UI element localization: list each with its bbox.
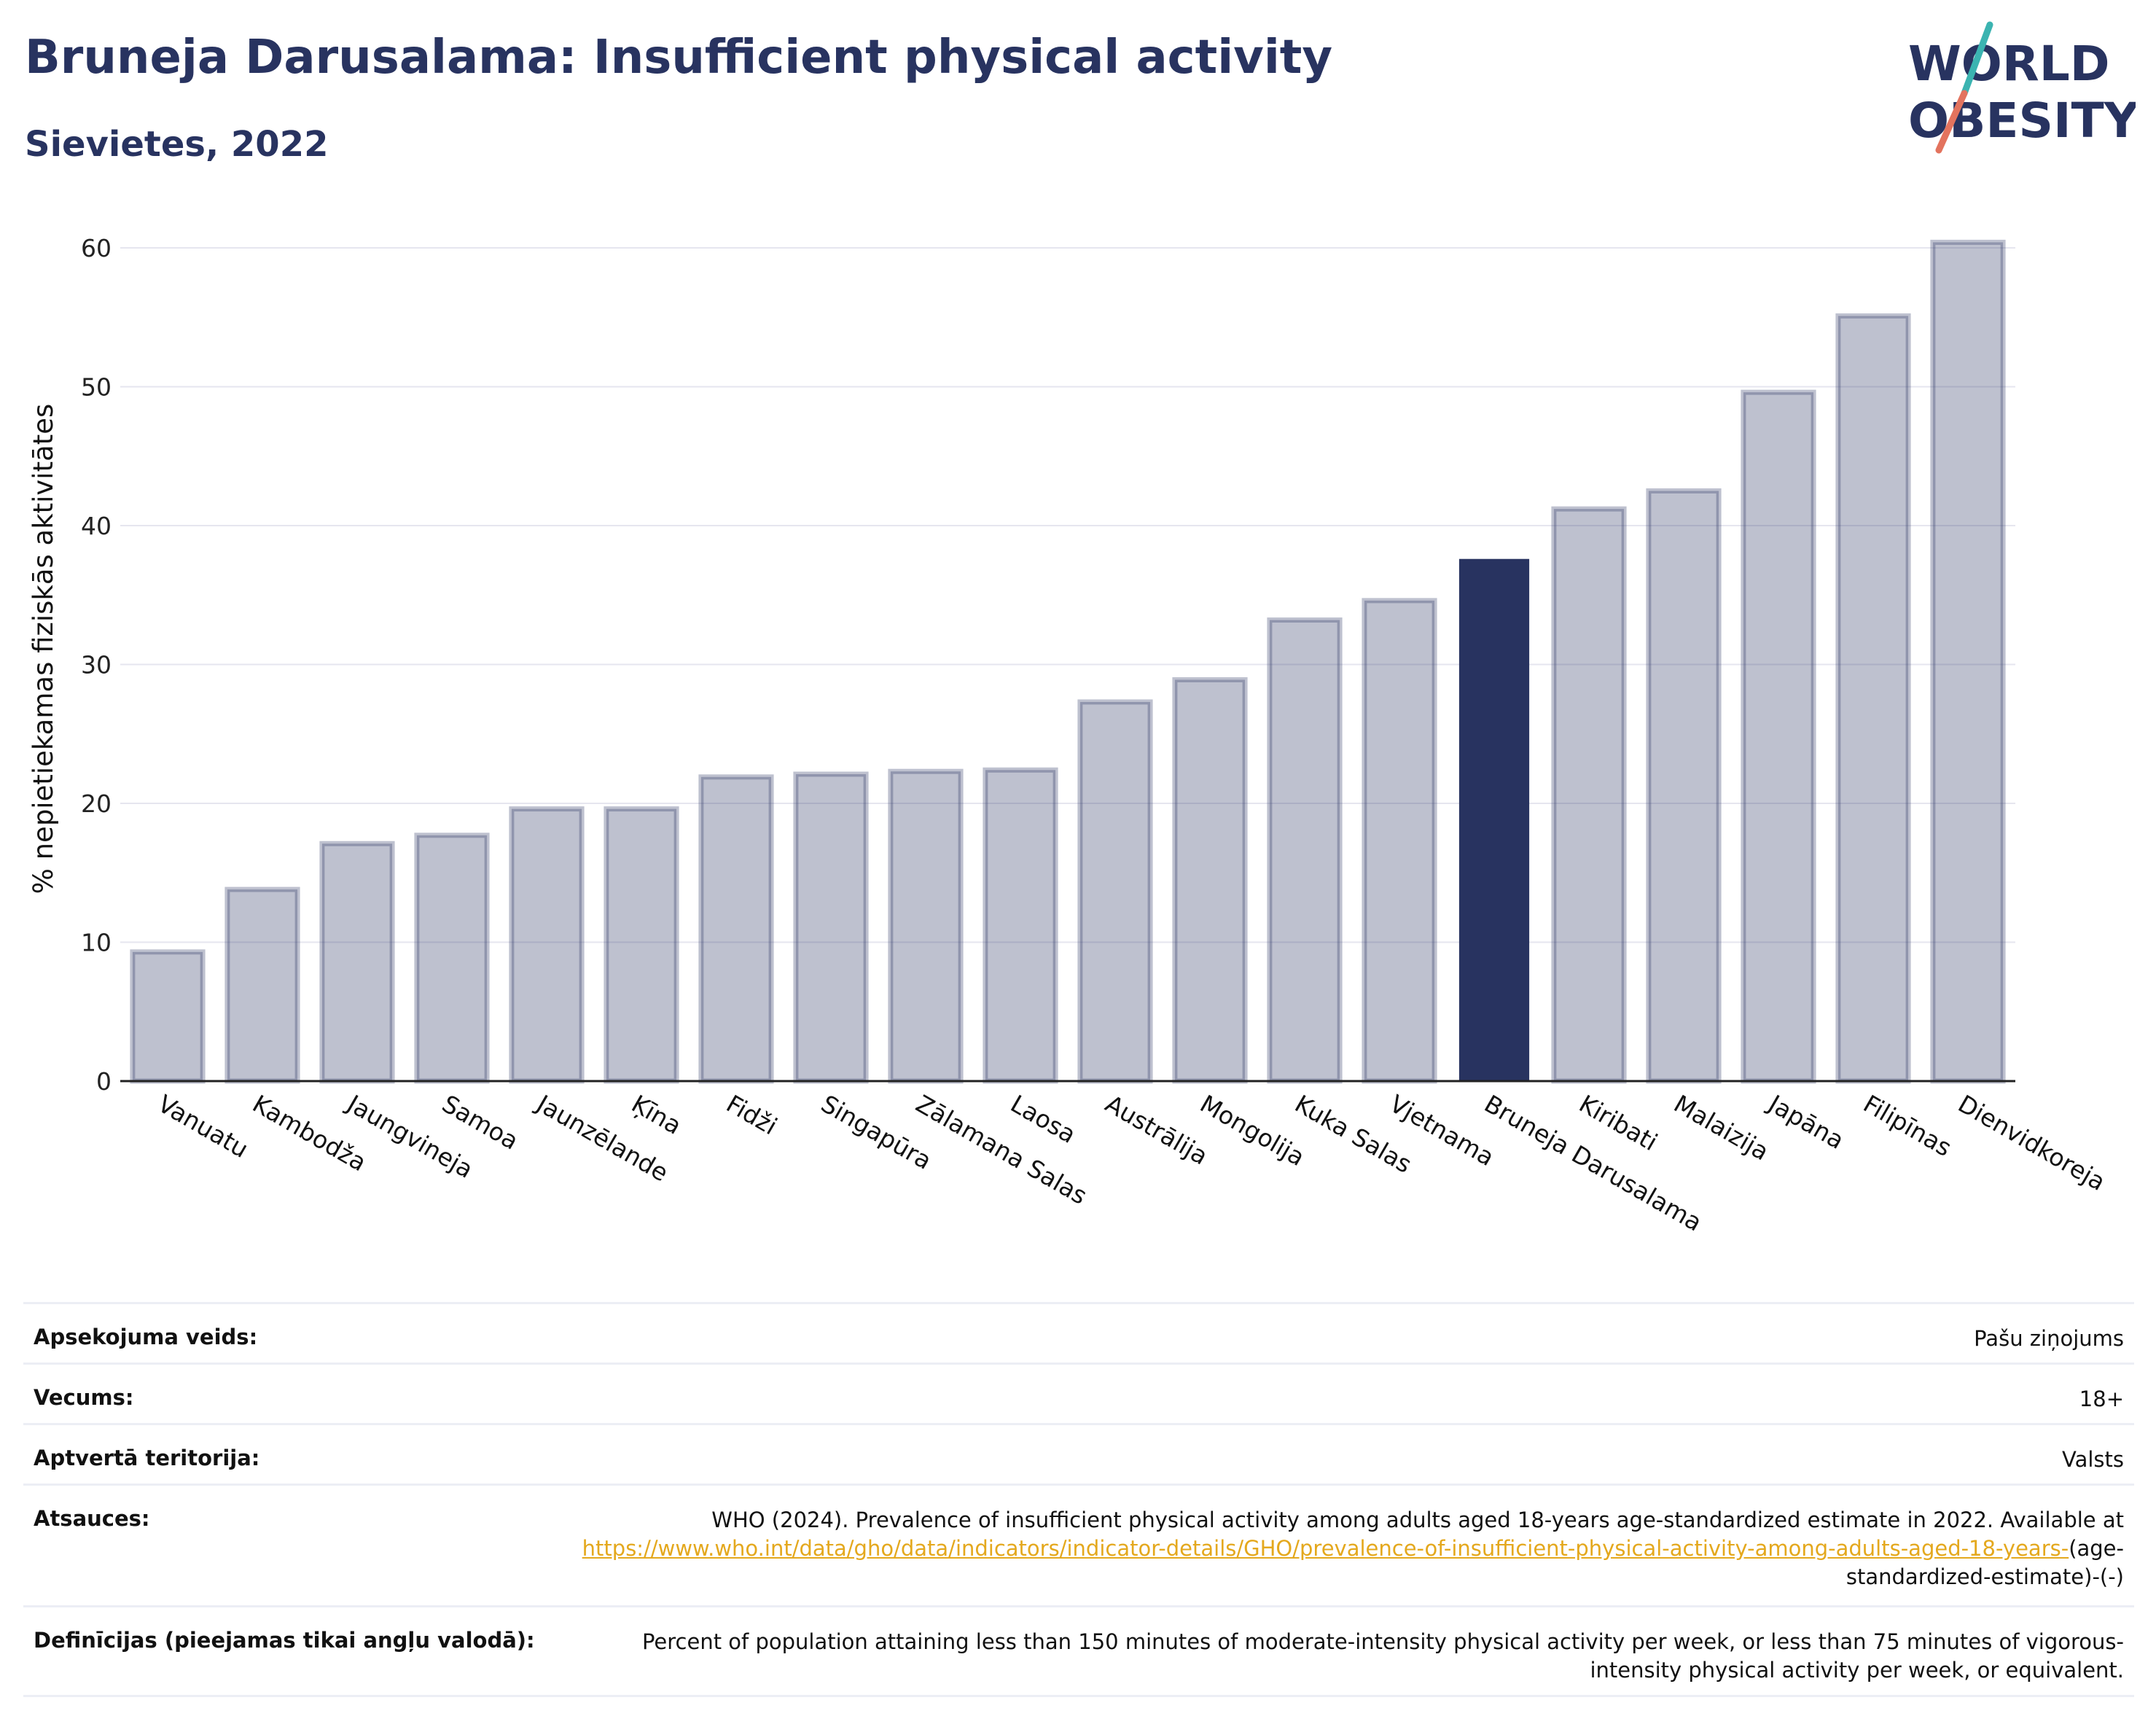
bar-chart: 0 10 20 30 40 50 60 VanuatuKambodžaJaungvineja…	[28, 234, 2110, 1237]
bar[interactable]	[1077, 699, 1153, 1084]
bar-highlight[interactable]	[1458, 558, 1530, 1081]
bar[interactable]	[1930, 239, 2006, 1084]
bar[interactable]	[224, 886, 300, 1084]
bar[interactable]	[1551, 506, 1627, 1084]
x-tick-label: Mongolija	[1195, 1089, 1310, 1171]
bar[interactable]	[130, 949, 206, 1084]
bars	[130, 239, 2006, 1084]
reference-text: WHO (2024). Prevalence of insufficient p…	[711, 1508, 2124, 1532]
info-row-coverage: Aptvertā teritorija: Valsts	[23, 1423, 2134, 1483]
y-axis-title: % nepietiekamas fiziskās aktivitātes	[28, 404, 59, 894]
info-label-age: Vecums:	[34, 1385, 134, 1410]
y-tick-label: 40	[81, 512, 112, 540]
page-title: Bruneja Darusalama: Insufficient physica…	[25, 31, 1333, 85]
x-tick-label: Vanuatu	[153, 1089, 253, 1163]
info-label-references: Atsauces:	[34, 1506, 150, 1531]
bar[interactable]	[698, 774, 774, 1084]
y-tick-label: 30	[81, 651, 112, 679]
bar[interactable]	[1362, 598, 1437, 1084]
x-tick-label: Fidži	[722, 1089, 782, 1140]
x-tick-label: Ķīna	[627, 1089, 687, 1140]
bar[interactable]	[888, 768, 964, 1084]
bar[interactable]	[509, 806, 585, 1084]
y-tick-label: 0	[96, 1067, 112, 1096]
y-tick-label: 20	[81, 789, 112, 818]
info-label-definitions: Definīcijas (pieejamas tikai angļu valod…	[34, 1628, 535, 1653]
x-tick-label: Dienvidkoreja	[1953, 1089, 2110, 1196]
info-row-age: Vecums: 18+	[23, 1362, 2134, 1423]
bar[interactable]	[604, 806, 679, 1084]
reference-suffix: (age-standardized-estimate)-(-)	[1846, 1536, 2124, 1589]
bar[interactable]	[1267, 617, 1343, 1084]
bar[interactable]	[1646, 488, 1722, 1084]
bar[interactable]	[1741, 389, 1816, 1084]
gridlines	[120, 247, 2015, 943]
info-value-definitions: Percent of population attaining less tha…	[641, 1629, 2124, 1683]
bar[interactable]	[414, 833, 490, 1084]
x-tick-label: Laosa	[1006, 1089, 1081, 1149]
bar[interactable]	[1835, 313, 1911, 1084]
y-tick-label: 50	[81, 373, 112, 402]
logo-slash-bottom	[1935, 90, 1968, 154]
info-label-survey-type: Apsekojuma veids:	[34, 1325, 258, 1349]
info-row-references: Atsauces: WHO (2024). Prevalence of insu…	[23, 1483, 2134, 1605]
x-tick-label: Zālamana Salas	[911, 1089, 1092, 1210]
bar[interactable]	[793, 771, 869, 1084]
bar[interactable]	[983, 767, 1058, 1084]
x-tick-label: Malaizija	[1669, 1089, 1773, 1166]
bar[interactable]	[319, 841, 395, 1084]
info-table: Apsekojuma veids: Pašu ziņojums Vecums: …	[23, 1302, 2134, 1697]
info-value-age: 18+	[2079, 1387, 2124, 1411]
y-tick-label: 60	[81, 234, 112, 262]
y-tick-labels: 0 10 20 30 40 50 60	[81, 234, 112, 1096]
y-tick-label: 10	[81, 929, 112, 957]
info-row-survey-type: Apsekojuma veids: Pašu ziņojums	[23, 1302, 2134, 1362]
info-label-coverage: Aptvertā teritorija:	[34, 1446, 260, 1470]
x-tick-label: Austrālija	[1101, 1089, 1213, 1170]
x-tick-label: Japāna	[1762, 1088, 1848, 1155]
info-value-coverage: Valsts	[2061, 1447, 2124, 1472]
x-tick-label: Filipīnas	[1859, 1089, 1956, 1162]
logo-slash-top	[1961, 21, 1993, 97]
info-value-references: WHO (2024). Prevalence of insufficient p…	[520, 1506, 2124, 1591]
reference-link[interactable]: https://www.who.int/data/gho/data/indica…	[582, 1536, 2069, 1561]
logo-line1: WORLD	[1908, 36, 2110, 92]
bar[interactable]	[1172, 677, 1248, 1084]
world-obesity-logo: WORLD OBESITY	[1908, 21, 2136, 154]
info-value-survey-type: Pašu ziņojums	[1974, 1326, 2124, 1351]
info-row-definitions: Definīcijas (pieejamas tikai angļu valod…	[23, 1605, 2134, 1697]
page-subtitle: Sievietes, 2022	[25, 124, 329, 165]
